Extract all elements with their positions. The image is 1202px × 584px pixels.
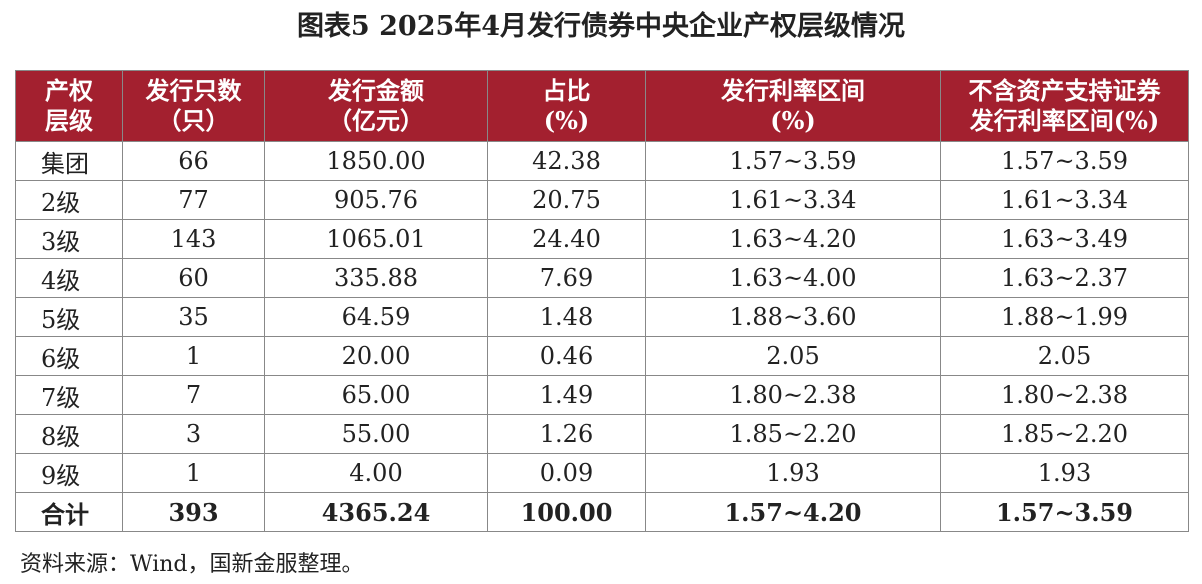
table-cell: 66 bbox=[122, 141, 265, 181]
table-row: 8级 3 55.00 1.26 1.85~2.20 1.85~2.20 bbox=[15, 414, 1189, 454]
header-line: （只） bbox=[157, 106, 230, 135]
table-cell: 1.88~1.99 bbox=[940, 297, 1189, 337]
header-line: 发行利率区间 bbox=[721, 76, 865, 105]
table-cell: 393 bbox=[122, 492, 265, 532]
table-cell: 60 bbox=[122, 258, 265, 298]
table-cell: 1.85~2.20 bbox=[645, 414, 941, 454]
table-cell: 1 bbox=[122, 453, 265, 493]
header-line: 产权 bbox=[45, 76, 93, 105]
table-cell: 1.57~3.59 bbox=[940, 492, 1189, 532]
table-cell: 0.09 bbox=[487, 453, 646, 493]
table: 产权 层级 发行只数 （只） 发行金额 （亿元） 占比 (%) 发行利率区间 (%) 不含资产支持证… bbox=[15, 70, 1189, 532]
table-cell: 2.05 bbox=[645, 336, 941, 376]
source-note: 资料来源：Wind，国新金服整理。 bbox=[20, 552, 364, 577]
table-row: 合计 393 4365.24 100.00 1.57~4.20 1.57~3.59 bbox=[15, 492, 1189, 532]
table-cell: 7级 bbox=[15, 375, 123, 415]
header-line: 层级 bbox=[45, 106, 93, 135]
table-cell: 5级 bbox=[15, 297, 123, 337]
table-cell: 2.05 bbox=[940, 336, 1189, 376]
table-row: 6级 1 20.00 0.46 2.05 2.05 bbox=[15, 336, 1189, 376]
table-cell: 6级 bbox=[15, 336, 123, 376]
header-cell: 不含资产支持证券 发行利率区间(%) bbox=[940, 70, 1189, 142]
table-cell: 1.57~4.20 bbox=[645, 492, 941, 532]
header-line: (%) bbox=[543, 106, 590, 135]
table-cell: 1.57~3.59 bbox=[940, 141, 1189, 181]
table-cell: 0.46 bbox=[487, 336, 646, 376]
table-cell: 2级 bbox=[15, 180, 123, 220]
table-cell: 1.63~2.37 bbox=[940, 258, 1189, 298]
table-cell: 8级 bbox=[15, 414, 123, 454]
header-line: (%) bbox=[770, 106, 816, 135]
table-cell: 7.69 bbox=[487, 258, 646, 298]
table-cell: 4.00 bbox=[264, 453, 488, 493]
header-cell: 发行只数 （只） bbox=[122, 70, 265, 142]
table-cell: 335.88 bbox=[264, 258, 488, 298]
table-cell: 3 bbox=[122, 414, 265, 454]
header-line: 占比 bbox=[542, 76, 591, 105]
header-cell: 占比 (%) bbox=[487, 70, 646, 142]
table-cell: 4365.24 bbox=[264, 492, 488, 532]
table-cell: 1.48 bbox=[487, 297, 646, 337]
table-cell: 64.59 bbox=[264, 297, 488, 337]
header-line: 不含资产支持证券 bbox=[968, 76, 1161, 105]
table-cell: 77 bbox=[122, 180, 265, 220]
table-row: 5级 35 64.59 1.48 1.88~3.60 1.88~1.99 bbox=[15, 297, 1189, 337]
table-cell: 1.88~3.60 bbox=[645, 297, 941, 337]
table-cell: 4级 bbox=[15, 258, 123, 298]
table-cell: 55.00 bbox=[264, 414, 488, 454]
table-cell: 1.63~4.20 bbox=[645, 219, 941, 259]
table-row: 9级 1 4.00 0.09 1.93 1.93 bbox=[15, 453, 1189, 493]
header-line: 发行利率区间(%) bbox=[969, 106, 1160, 135]
table-cell: 20.00 bbox=[264, 336, 488, 376]
table-body: 集团 66 1850.00 42.38 1.57~3.59 1.57~3.59 2级 77 90… bbox=[15, 141, 1189, 532]
header-cell: 发行利率区间 (%) bbox=[645, 70, 941, 142]
header-cell: 发行金额 （亿元） bbox=[264, 70, 488, 142]
table-row: 集团 66 1850.00 42.38 1.57~3.59 1.57~3.59 bbox=[15, 141, 1189, 181]
header-row: 产权 层级 发行只数 （只） 发行金额 （亿元） 占比 (%) 发行利率区间 (%) 不含资产支持证… bbox=[15, 70, 1189, 142]
table-cell: 1.80~2.38 bbox=[940, 375, 1189, 415]
table-cell: 100.00 bbox=[487, 492, 646, 532]
header-line: 发行只数 bbox=[145, 76, 242, 105]
table-cell: 1.26 bbox=[487, 414, 646, 454]
table-cell: 1.63~3.49 bbox=[940, 219, 1189, 259]
table-cell: 24.40 bbox=[487, 219, 646, 259]
header-line: 发行金额 bbox=[328, 76, 424, 105]
table-cell: 20.75 bbox=[487, 180, 646, 220]
table-cell: 1.49 bbox=[487, 375, 646, 415]
title: 图表5 2025年4月发行债券中央企业产权层级情况 bbox=[296, 11, 906, 42]
table-cell: 9级 bbox=[15, 453, 123, 493]
table-cell: 合计 bbox=[15, 492, 123, 532]
header-cell: 产权 层级 bbox=[15, 70, 123, 142]
table-row: 3级 143 1065.01 24.40 1.63~4.20 1.63~3.49 bbox=[15, 219, 1189, 259]
table-row: 4级 60 335.88 7.69 1.63~4.00 1.63~2.37 bbox=[15, 258, 1189, 298]
table-cell: 1.57~3.59 bbox=[645, 141, 941, 181]
table-row: 2级 77 905.76 20.75 1.61~3.34 1.61~3.34 bbox=[15, 180, 1189, 220]
table-cell: 1.93 bbox=[940, 453, 1189, 493]
table-cell: 7 bbox=[122, 375, 265, 415]
table-cell: 1.63~4.00 bbox=[645, 258, 941, 298]
table-cell: 1.61~3.34 bbox=[645, 180, 941, 220]
table-cell: 1065.01 bbox=[264, 219, 488, 259]
table-cell: 1.80~2.38 bbox=[645, 375, 941, 415]
table-cell: 3级 bbox=[15, 219, 123, 259]
table-cell: 1850.00 bbox=[264, 141, 488, 181]
table-cell: 1.93 bbox=[645, 453, 941, 493]
table-cell: 905.76 bbox=[264, 180, 488, 220]
table-row: 7级 7 65.00 1.49 1.80~2.38 1.80~2.38 bbox=[15, 375, 1189, 415]
header-line: （亿元） bbox=[328, 106, 424, 135]
table-cell: 1.85~2.20 bbox=[940, 414, 1189, 454]
table-cell: 35 bbox=[122, 297, 265, 337]
table-cell: 143 bbox=[122, 219, 265, 259]
table-cell: 1 bbox=[122, 336, 265, 376]
table-cell: 65.00 bbox=[264, 375, 488, 415]
table-cell: 42.38 bbox=[487, 141, 646, 181]
table-cell: 集团 bbox=[15, 141, 123, 181]
table-cell: 1.61~3.34 bbox=[940, 180, 1189, 220]
